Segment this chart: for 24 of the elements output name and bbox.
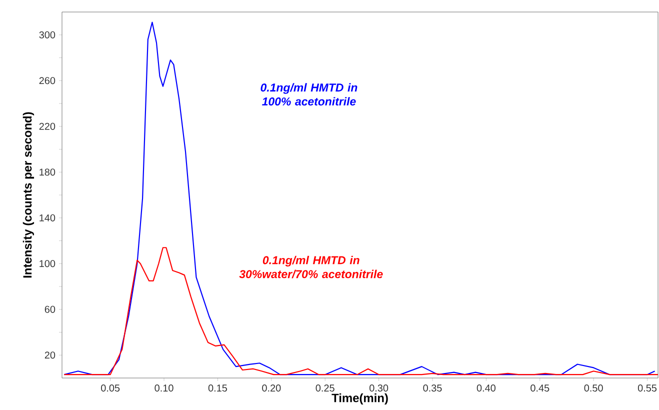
text: 0.1ng/ml HMTD in 30%water/70% acetonitrile <box>239 256 383 278</box>
x-tick-label: 0.05 <box>101 384 120 392</box>
y-axis-title: Intensity (counts per second) <box>22 112 34 278</box>
x-tick-label: 0.10 <box>154 384 174 392</box>
y-tick-label: 140 <box>40 214 56 222</box>
line-series <box>64 247 658 376</box>
x-tick-label: 0.25 <box>316 384 334 392</box>
x-axis-title: Time(min) <box>332 393 388 405</box>
y-tick-label: 180 <box>40 168 56 176</box>
x-tick-label: 0.30 <box>369 384 388 392</box>
y-tick-label: 220 <box>39 122 56 130</box>
y-tick-label: 260 <box>39 77 56 84</box>
y-tick-label: 300 <box>39 31 56 38</box>
x-tick-label: 0.15 <box>208 384 227 392</box>
x-tick-label: 0.20 <box>262 384 281 392</box>
x-tick-label: 0.55 <box>638 384 657 392</box>
y-tick-label: 60 <box>44 306 56 313</box>
x-tick-label: 0.35 <box>423 384 442 392</box>
x-tick-label: 0.40 <box>476 384 496 392</box>
x-tick-label: 0.50 <box>584 384 603 392</box>
x-tick-label: 0.45 <box>530 384 550 392</box>
y-tick-label: 20 <box>44 352 56 359</box>
y-tick-label: 100 <box>40 260 56 268</box>
text: 0.1ng/ml HMTD in 100% acetonitrile <box>260 83 358 106</box>
